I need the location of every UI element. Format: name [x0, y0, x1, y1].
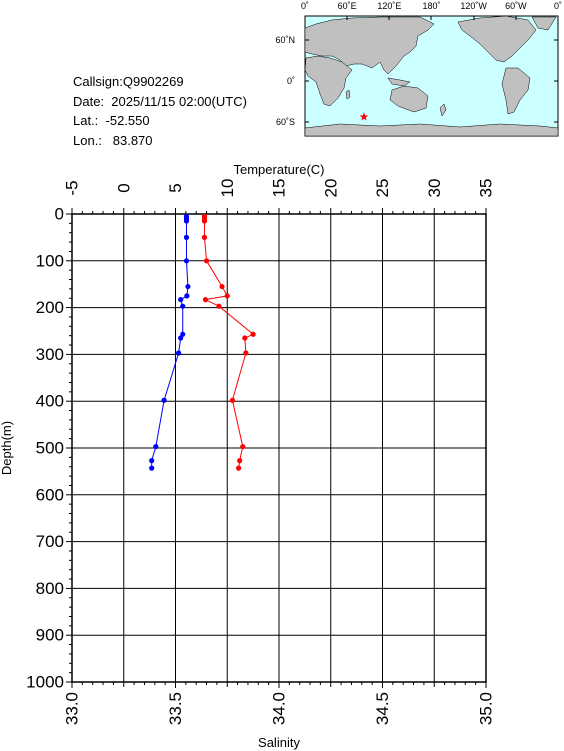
map-latitude-label: 60˚N — [275, 35, 295, 45]
temperature-tick-label: -5 — [63, 180, 82, 195]
salinity-data-point — [161, 397, 167, 403]
land-madagascar — [345, 89, 351, 100]
float-info: Callsign:Q9902269 Date: 2025/11/15 02:00… — [73, 72, 247, 150]
temperature-tick-label: 20 — [321, 179, 340, 198]
temperature-data-point — [237, 458, 243, 464]
temperature-data-point — [202, 297, 209, 303]
depth-tick-label: 400 — [36, 392, 64, 411]
temperature-tick-label: 0 — [114, 183, 133, 192]
temperature-data-point — [201, 216, 208, 222]
depth-axis: 0 100 200 300 400 500 600 700 800 900 1000 — [26, 205, 72, 692]
land-south-america — [501, 67, 531, 115]
temperature-data-point — [236, 465, 242, 471]
salinity-tick-label: 34.5 — [373, 692, 392, 725]
salinity-tick-label: 35.0 — [477, 692, 496, 725]
world-map: 0˚ 60˚E 120˚E 180˚ 120˚W 60˚W 0˚ 60˚N 0˚ 60˚S — [275, 1, 562, 137]
salinity-data-point — [183, 258, 190, 264]
temperature-tick-label: 30 — [425, 179, 444, 198]
land-greenland — [531, 16, 557, 31]
temperature-data-point — [201, 234, 208, 240]
float-location-marker — [359, 112, 369, 121]
salinity-data-point — [183, 216, 190, 222]
temperature-tick-label: 25 — [373, 179, 392, 198]
depth-tick-label: 800 — [36, 579, 64, 598]
land-indonesia — [387, 77, 411, 87]
depth-tick-label: 500 — [36, 439, 64, 458]
depth-tick-label: 700 — [36, 532, 64, 551]
temperature-data-point — [201, 213, 208, 219]
temperature-data-point — [243, 350, 249, 356]
salinity-axis: 33.0 33.5 34.0 34.5 35.0 — [63, 682, 496, 725]
land-new-zealand — [439, 103, 447, 117]
land-north-america — [457, 15, 537, 63]
temperature-data-point — [240, 443, 246, 450]
map-longitude-label: 60˚W — [505, 1, 527, 11]
land-africa — [304, 55, 353, 107]
profile-series — [149, 213, 256, 471]
temperature-data-point — [224, 293, 230, 299]
salinity-data-point — [183, 218, 190, 224]
salinity-tick-label: 34.0 — [270, 692, 289, 725]
depth-tick-label: 1000 — [26, 673, 64, 692]
map-latitude-label: 60˚S — [276, 117, 295, 127]
map-longitude-label: 120˚E — [377, 1, 401, 11]
salinity-profile-line — [151, 216, 189, 469]
salinity-data-point — [153, 443, 159, 450]
depth-tick-label: 200 — [36, 298, 64, 317]
salinity-data-point — [149, 458, 155, 464]
depth-tick-label: 300 — [36, 345, 64, 364]
temperature-data-point — [242, 335, 248, 341]
map-longitude-label: 0˚ — [554, 1, 562, 11]
date-text: Date: 2025/11/15 02:00(UTC) — [73, 93, 247, 109]
depth-tick-label: 0 — [55, 205, 64, 224]
temperature-data-point — [203, 258, 210, 264]
salinity-tick-label: 33.5 — [166, 692, 185, 725]
salinity-axis-label: Salinity — [258, 735, 300, 750]
salinity-tick-label: 33.0 — [63, 692, 82, 725]
salinity-data-point — [183, 213, 190, 219]
chart-grid — [71, 213, 487, 683]
land-australia — [389, 85, 429, 113]
plot-frame — [71, 213, 487, 683]
salinity-data-point — [183, 234, 190, 240]
lon-text: Lon.: 83.870 — [73, 132, 153, 148]
salinity-data-point — [178, 297, 184, 303]
depth-axis-label: Depth(m) — [0, 421, 14, 475]
land-eurasia — [304, 16, 435, 75]
temperature-axis-label: Temperature(C) — [233, 162, 324, 177]
depth-tick-label: 900 — [36, 626, 64, 645]
map-latitude-labels: 60˚N 0˚ 60˚S — [275, 35, 295, 127]
map-longitude-labels: 0˚ 60˚E 120˚E 180˚ 120˚W 60˚W 0˚ — [301, 1, 562, 11]
salinity-data-point — [180, 331, 186, 337]
temperature-data-point — [229, 397, 236, 403]
map-latitude-label: 0˚ — [287, 76, 295, 86]
temperature-tick-label: 10 — [218, 179, 237, 198]
map-land — [304, 15, 559, 137]
temperature-tick-label: 35 — [477, 179, 496, 198]
temperature-data-point — [219, 283, 225, 290]
depth-tick-label: 100 — [36, 251, 64, 270]
temperature-data-point — [201, 218, 208, 224]
callsign-text: Callsign:Q9902269 — [73, 74, 184, 89]
temperature-tick-label: 5 — [166, 183, 185, 192]
temperature-axis: -5 0 5 10 15 20 25 30 35 — [63, 179, 496, 214]
temperature-tick-label: 15 — [270, 179, 289, 198]
depth-tick-label: 600 — [36, 485, 64, 504]
salinity-data-point — [176, 350, 182, 356]
lat-text: Lat.: -52.550 — [73, 113, 150, 128]
temperature-data-point — [250, 331, 256, 337]
map-longitude-label: 180˚ — [422, 1, 440, 11]
map-longitude-label: 120˚W — [460, 1, 487, 11]
map-ticks — [304, 16, 559, 123]
map-longitude-label: 0˚ — [301, 1, 309, 11]
salinity-data-point — [178, 335, 184, 341]
temperature-data-point — [216, 303, 222, 309]
salinity-data-point — [149, 465, 155, 471]
salinity-data-point — [185, 283, 191, 290]
salinity-data-point — [184, 293, 190, 299]
temperature-profile-line — [203, 216, 255, 469]
salinity-data-point — [180, 303, 186, 309]
map-longitude-label: 60˚E — [338, 1, 357, 11]
land-antarctica — [304, 123, 559, 137]
